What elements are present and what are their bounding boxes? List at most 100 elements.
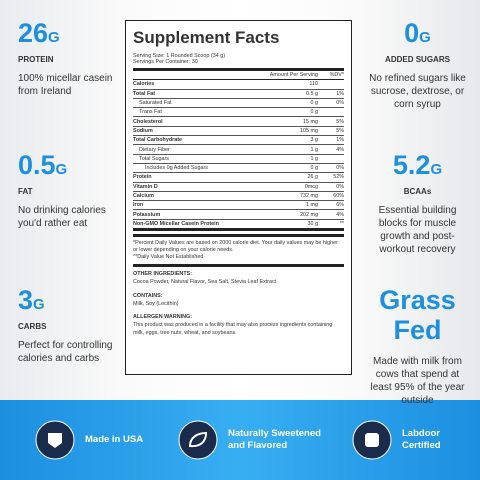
stat-value: 26G (18, 18, 126, 53)
stat-number: 26 (18, 18, 49, 48)
badge: Labdoor Certified (352, 420, 472, 460)
nutrient-dv: 6% (336, 202, 344, 209)
nutrient-name: Iron (133, 202, 144, 209)
nutrient-dv: 4% (336, 211, 344, 218)
nutrient-amount: 0 g (310, 165, 319, 172)
nutrient-dv: 5% (336, 118, 344, 125)
bottom-band (0, 400, 480, 480)
stat-unit: G (33, 296, 45, 313)
stat-unit: G (430, 161, 443, 178)
nutrient-row: Protein 26 g 52% (133, 172, 344, 181)
serving-size: Serving Size: 1 Rounded Scoop (34 g) (133, 53, 225, 59)
stat-label: CARBS (18, 322, 47, 331)
stat-unit: G (55, 161, 68, 178)
nutrient-dv: 1% (336, 137, 344, 144)
nutrient-dv: 0% (336, 100, 344, 107)
section-text: Cocoa Powder, Natural Flavor, Sea Salt, … (133, 279, 277, 286)
nutrient-name: Potassium (133, 211, 161, 218)
stat-number: 0 (404, 18, 420, 48)
nutrient-row: Calories 110 (133, 79, 344, 88)
nutrient-name: Protein (133, 174, 152, 181)
nutrient-name: Calcium (133, 193, 154, 199)
stat-unit: G (419, 29, 431, 46)
section-heading: ALLERGEN WARNING: (133, 314, 192, 321)
nutrient-amount: 0 g (310, 109, 319, 116)
nutrient-name: Non-GMO Micellar Casein Protein (133, 220, 219, 227)
sections: OTHER INGREDIENTS: Cocoa Powder, Natural … (133, 264, 344, 337)
badge: Naturally Sweetened and Flavored (178, 420, 338, 460)
nutrient-amount: 1 g (310, 155, 319, 162)
section-heading: OTHER INGREDIENTS: (133, 271, 192, 278)
nutrient-name: Includes 0g Added Sugars (145, 165, 208, 172)
stat-desc: No refined sugars like sucrose, dextrose… (369, 73, 466, 110)
stat-desc: 100% micellar casein from Ireland (18, 73, 113, 97)
nutrient-name: Sodium (133, 127, 153, 134)
stat-value: 3G (18, 285, 126, 320)
stat-value: 0.5G (18, 150, 126, 185)
badge-icon (178, 420, 218, 460)
nutrient-row: Calcium 732 mg 60% (133, 190, 344, 200)
nutrient-row: Vitamin D 0mcg 0% (133, 181, 344, 191)
nutrient-row: Sodium 105 mg 5% (133, 125, 344, 135)
nutrient-amount: 26 g (307, 174, 319, 181)
dv-header: %DV* (329, 72, 344, 79)
stat-number: 0.5 (18, 150, 56, 180)
stat-label: PROTEIN (18, 55, 54, 64)
nutrient-name: Saturated Fat (139, 100, 172, 107)
nutrient-name: Calories (133, 81, 155, 88)
nutrient-dv: ** (339, 220, 344, 227)
stat-unit: G (48, 29, 60, 46)
nutrient-name: Vitamin D (133, 183, 158, 190)
nutrient-amount: 110 (309, 81, 318, 88)
panel-header: Amount Per Serving %DV* (133, 68, 344, 79)
section-text: This product was produced in a facility … (133, 322, 333, 336)
nutrient-name: Total Carbohydrate (133, 137, 183, 144)
nutrient-amount: 3 g (310, 137, 319, 144)
nutrient-row: Iron 1 mg 6% (133, 200, 344, 209)
panel-title: Supplement Facts (133, 28, 280, 47)
nutrient-dv: 52% (333, 174, 344, 181)
stat-label: FAT (18, 187, 33, 196)
stat-number: 5.2 (392, 150, 431, 180)
stat-number: Grass Fed (379, 285, 456, 345)
nutrient-name: Total Sugars (139, 155, 169, 162)
badge-text: Labdoor Certified (402, 428, 441, 451)
footnote2: **Daily Value Not Established (133, 254, 204, 261)
nutrient-amount: 30 g (307, 220, 319, 227)
badge: Made in USA (35, 420, 143, 460)
nutrient-row: Cholesterol 15 mg 5% (133, 116, 344, 125)
section-text: Milk, Soy (Lecithin) (133, 300, 179, 307)
nutrient-dv: 5% (336, 127, 344, 134)
stat: Grass Fed Made with milk from cows that s… (365, 285, 470, 407)
nutrient-dv: 0% (336, 183, 344, 190)
stat-desc: Perfect for controlling calories and car… (18, 340, 113, 364)
servings: Servings Per Container: 30 (133, 59, 198, 65)
nutrient-amount: 15 mg (303, 118, 318, 125)
nutrient-amount: 732 mg (300, 193, 318, 199)
nutrient-name: Cholesterol (133, 118, 163, 125)
nutrient-name: Dietary Fiber (139, 146, 170, 153)
stat-desc: Made with milk from cows that spend at l… (370, 356, 465, 406)
nutrient-row: Potassium 202 mg 4% (133, 209, 344, 218)
badge-icon (352, 420, 392, 460)
stat: 5.2G BCAAs Essential building blocks for m… (365, 150, 470, 256)
nutrient-row: Dietary Fiber 1 g 4% (133, 144, 344, 153)
nutrient-dv: 0% (336, 165, 344, 172)
nutrient-dv: 4% (336, 146, 344, 153)
nutrient-row: Total Fat 0.5 g 1% (133, 88, 344, 98)
nutrient-row: Trans Fat 0 g (133, 107, 344, 116)
nutrient-dv: 60% (333, 193, 344, 199)
badge-icon (35, 420, 75, 460)
rows: Calories 110 Total Fat 0.5 g 1% Saturated Fat… (133, 79, 344, 232)
nutrient-row: Non-GMO Micellar Casein Protein 30 g ** (133, 218, 344, 232)
stat-value: Grass Fed (365, 285, 470, 345)
stat-label: BCAAs (403, 187, 432, 196)
stat: 0G ADDED SUGARS No refined sugars like suc… (365, 18, 470, 111)
section-heading: CONTAINS: (133, 292, 163, 299)
stat-desc: No drinking calories you'd rather eat (18, 205, 106, 229)
footnote: *Percent Daily Values are based on 2000 … (133, 234, 344, 254)
supplement-facts: Supplement Facts Serving Size: 1 Rounded… (125, 20, 352, 375)
nutrient-amount: 0 g (310, 100, 319, 107)
stat-value: 5.2G (365, 150, 470, 185)
nutrient-row: Total Carbohydrate 3 g 1% (133, 135, 344, 144)
